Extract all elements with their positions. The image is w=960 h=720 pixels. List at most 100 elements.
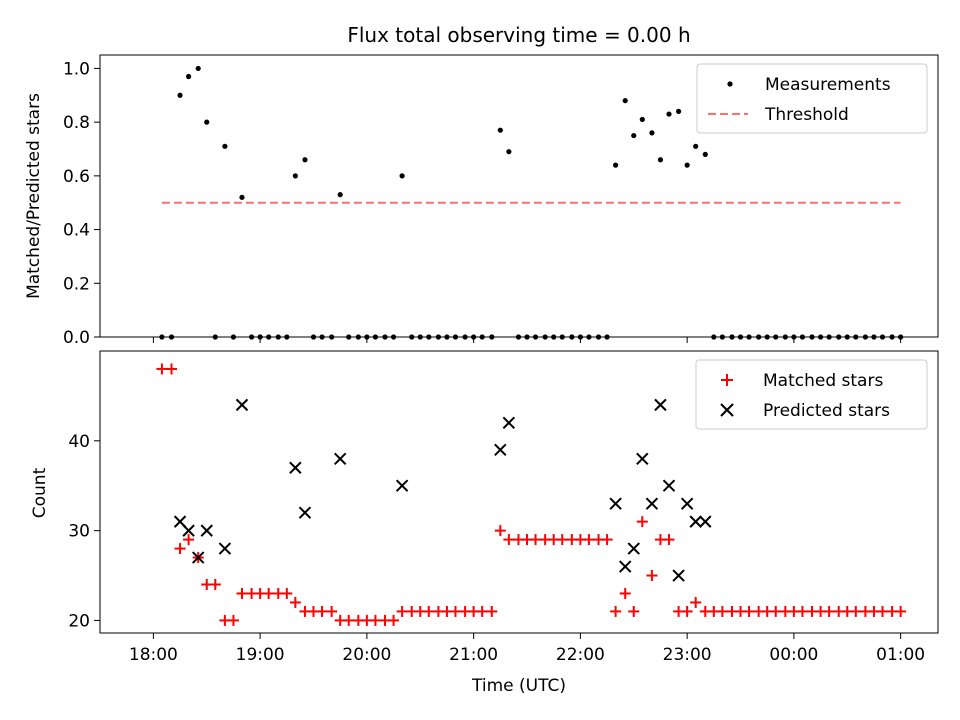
predicted-star-point: [680, 497, 694, 510]
legend-measurements-label: Measurements: [765, 75, 891, 95]
matched-star-point: [530, 534, 542, 546]
predicted-star-point: [627, 542, 640, 555]
matched-star-point: [486, 605, 498, 617]
matched-star-point: [556, 534, 568, 546]
matched-star-point: [236, 587, 248, 599]
matched-star-point: [850, 605, 862, 617]
x-tick-label: 21:00: [449, 645, 498, 665]
top-panel: 0.0 0.2 0.4 0.6 0.8 1.0 Matched/Predicted sta…: [24, 54, 939, 348]
predicted-star-point: [619, 560, 632, 573]
legend-predicted-label: Predicted stars: [763, 401, 890, 421]
matched-star-point: [895, 605, 907, 617]
bottom-y-tick-label: 30: [68, 522, 90, 542]
matched-star-point: [619, 587, 631, 599]
bottom-y-tick-label: 20: [68, 611, 90, 631]
predicted-star-point: [645, 497, 659, 510]
matched-star-point: [174, 543, 186, 555]
predicted-star-point: [609, 497, 622, 510]
predicted-star-point: [235, 398, 249, 412]
matched-star-point: [326, 605, 338, 617]
x-tick-label: 01:00: [876, 645, 925, 665]
predicted-star-point: [200, 524, 213, 537]
matched-star-point: [636, 516, 648, 528]
top-legend: Measurements Threshold: [696, 63, 928, 134]
legend-predicted-marker: [720, 403, 734, 417]
top-y-axis-label: Matched/Predicted stars: [24, 93, 44, 299]
measurement-point: [702, 151, 708, 157]
top-y-tick-label: 0.8: [63, 113, 90, 133]
matched-star-point: [681, 605, 693, 617]
matched-star-point: [289, 596, 301, 608]
measurement-point: [239, 194, 245, 200]
matched-star-point: [663, 534, 675, 546]
measurement-point: [222, 143, 228, 149]
predicted-star-point: [636, 452, 649, 465]
x-tick-label: 19:00: [236, 645, 285, 665]
measurement-point: [657, 157, 664, 163]
bottom-panel: 20 30 40 18:00 19:00 20:00 21:00 22:00 23:00 00:…: [30, 350, 939, 696]
predicted-star-point: [395, 479, 409, 492]
predicted-star-point: [298, 506, 312, 519]
measurement-point: [292, 173, 298, 179]
measurement-point: [204, 119, 210, 125]
matched-star-point: [494, 525, 506, 537]
x-tick-label: 18:00: [129, 645, 178, 665]
matched-star-point: [227, 614, 239, 626]
matched-star-point: [823, 605, 835, 617]
matched-star-point: [476, 605, 488, 617]
matched-star-point: [369, 614, 381, 626]
measurement-point: [195, 65, 201, 72]
x-axis-label: Time (UTC): [471, 676, 566, 696]
top-y-tick-label: 0.4: [63, 221, 90, 241]
matched-star-point: [343, 614, 355, 626]
predicted-star-point: [672, 569, 685, 582]
measurement-point: [666, 111, 672, 117]
measurement-point: [693, 143, 699, 149]
predicted-star-point: [182, 524, 195, 537]
matched-star-point: [396, 605, 408, 617]
matched-star-point: [209, 579, 221, 591]
bottom-legend-box: [695, 359, 928, 430]
x-tick-label: 22:00: [556, 645, 605, 665]
matched-star-point: [263, 587, 275, 599]
bottom-x-ticks: 18:00 19:00 20:00 21:00 22:00 23:00 00:00 01:00: [129, 633, 925, 665]
matched-star-point: [183, 534, 195, 546]
top-y-tick-label: 0.0: [63, 328, 90, 348]
measurement-point: [622, 98, 628, 104]
predicted-star-point: [662, 479, 676, 492]
predicted-star-point: [502, 416, 516, 430]
measurement-point: [684, 162, 690, 168]
top-axes-frame: [99, 54, 939, 338]
bottom-y-ticks: 20 30 40: [68, 432, 100, 631]
top-y-ticks: 0.0 0.2 0.4 0.6 0.8 1.0: [63, 59, 100, 348]
x-tick-label: 00:00: [769, 645, 818, 665]
predicted-star-point: [192, 551, 205, 564]
matched-star-point: [388, 614, 400, 626]
matched-star-point: [503, 534, 515, 546]
predicted-star-point: [333, 452, 347, 465]
predicted-star-point: [699, 515, 712, 528]
predicted-star-point: [218, 542, 232, 555]
legend-matched-label: Matched stars: [763, 371, 883, 391]
matched-star-point: [796, 605, 808, 617]
top-x-ticks: [152, 337, 902, 343]
measurement-point: [399, 173, 405, 179]
bottom-axes-frame: [99, 350, 939, 634]
measurement-point: [337, 192, 343, 198]
matched-star-point: [743, 605, 755, 617]
measurement-point: [613, 162, 619, 168]
measurement-point: [631, 132, 637, 139]
matched-star-point: [716, 605, 728, 617]
predicted-star-point: [689, 515, 702, 528]
matched-star-point: [770, 605, 782, 617]
matched-star-point: [628, 605, 640, 617]
matched-star-point: [166, 363, 178, 375]
bottom-y-axis-label: Count: [30, 467, 50, 518]
matched-star-point: [423, 605, 435, 617]
predicted-star-point: [654, 398, 667, 412]
measurement-point: [649, 130, 655, 136]
top-y-tick-label: 0.2: [63, 274, 90, 294]
top-y-tick-label: 0.6: [63, 167, 90, 187]
measurement-point: [506, 149, 512, 155]
